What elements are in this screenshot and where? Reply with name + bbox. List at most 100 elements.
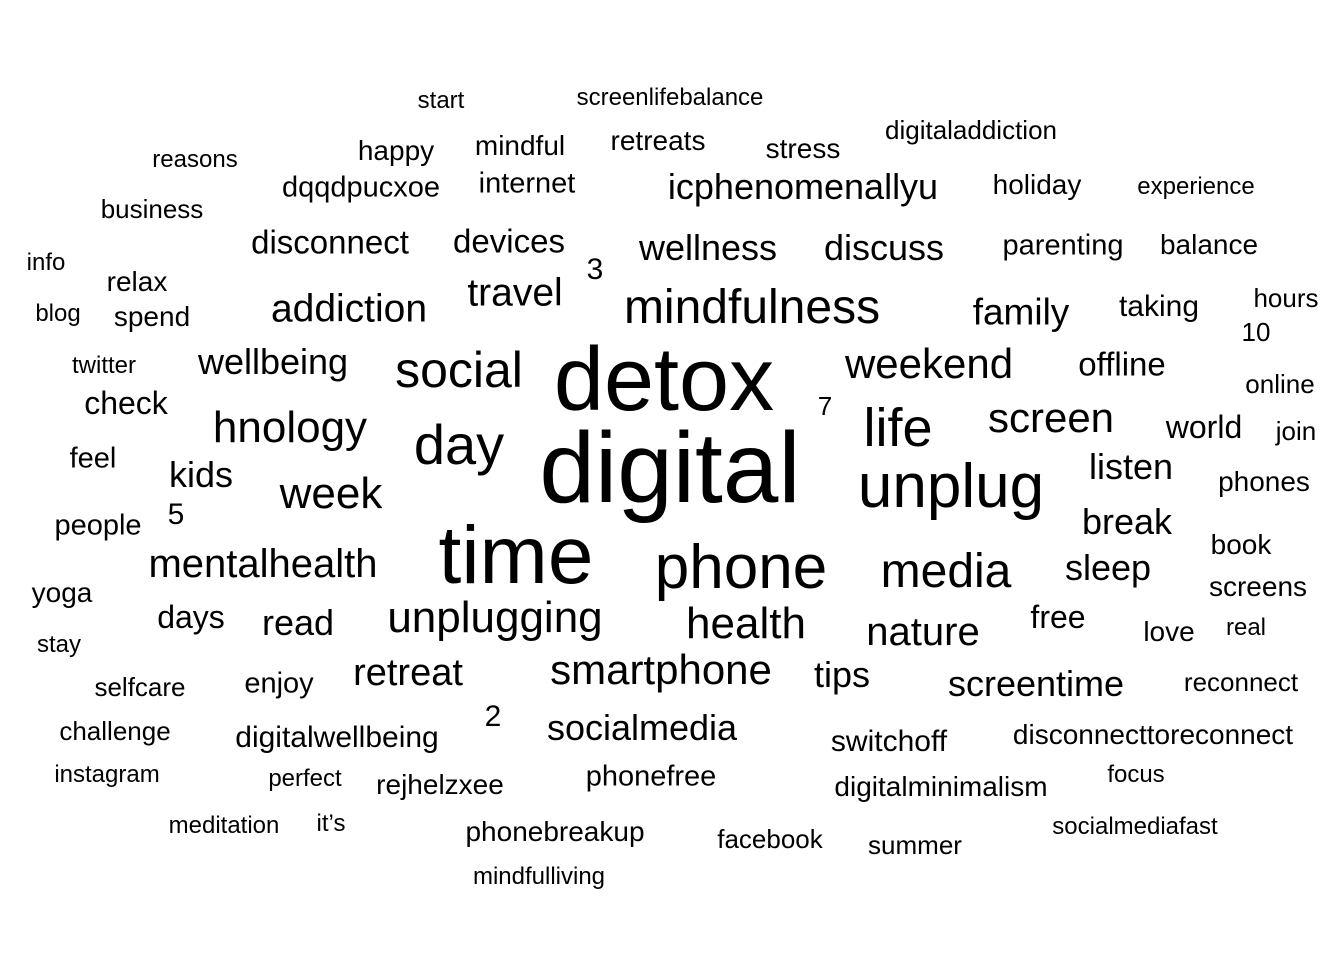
cloud-word: free xyxy=(1030,599,1086,635)
cloud-word: break xyxy=(1081,501,1173,542)
cloud-word: check xyxy=(84,385,168,421)
cloud-word: media xyxy=(880,545,1012,598)
cloud-word: screenlifebalance xyxy=(576,84,764,111)
cloud-word: read xyxy=(261,602,335,643)
cloud-word: disconnect xyxy=(251,223,409,261)
cloud-word: devices xyxy=(453,222,565,260)
cloud-word: meditation xyxy=(168,812,280,839)
cloud-word: experience xyxy=(1137,173,1255,200)
cloud-word: listen xyxy=(1088,446,1174,487)
cloud-word: disconnecttoreconnect xyxy=(1012,719,1294,750)
cloud-word: unplugging xyxy=(387,593,603,642)
cloud-word: days xyxy=(157,599,225,635)
cloud-word: weekend xyxy=(844,340,1014,387)
cloud-word: stress xyxy=(765,133,841,164)
cloud-word: unplug xyxy=(857,452,1045,521)
cloud-word: dqqdpucxoe xyxy=(281,171,441,204)
cloud-word: addiction xyxy=(270,287,428,331)
cloud-word: 7 xyxy=(817,391,833,421)
cloud-word: screens xyxy=(1208,571,1308,602)
cloud-word: holiday xyxy=(992,169,1082,200)
cloud-word: focus xyxy=(1107,761,1165,788)
cloud-word: it’s xyxy=(316,810,346,837)
cloud-word: 10 xyxy=(1241,317,1271,347)
cloud-word: stay xyxy=(36,631,82,658)
cloud-word: hours xyxy=(1253,283,1319,313)
cloud-word: tips xyxy=(813,654,871,695)
cloud-word: reconnect xyxy=(1183,667,1299,697)
cloud-word: day xyxy=(413,413,505,476)
cloud-word: discuss xyxy=(823,227,945,268)
cloud-word: retreat xyxy=(353,652,463,694)
cloud-word: social xyxy=(395,342,523,398)
cloud-word: world xyxy=(1165,409,1243,445)
cloud-word: hnology xyxy=(212,403,368,452)
cloud-word: sleep xyxy=(1064,547,1152,588)
cloud-word: online xyxy=(1245,369,1315,399)
cloud-word: facebook xyxy=(717,824,823,854)
cloud-word: internet xyxy=(478,167,576,200)
cloud-word: balance xyxy=(1159,229,1259,260)
cloud-word: challenge xyxy=(59,716,171,746)
cloud-word: mindfulliving xyxy=(472,863,606,890)
cloud-word: time xyxy=(438,510,594,601)
cloud-word: 3 xyxy=(586,253,604,286)
cloud-word: travel xyxy=(467,271,563,315)
cloud-word: join xyxy=(1275,416,1317,446)
cloud-word: love xyxy=(1143,616,1195,647)
cloud-word: yoga xyxy=(31,577,93,608)
cloud-word: digitaladdiction xyxy=(884,115,1058,145)
cloud-word: real xyxy=(1225,614,1267,641)
cloud-word: spend xyxy=(113,301,191,332)
cloud-word: instagram xyxy=(54,761,160,788)
cloud-word: phones xyxy=(1218,466,1310,497)
cloud-word: screentime xyxy=(947,663,1125,704)
cloud-word: 5 xyxy=(167,498,185,531)
cloud-word: taking xyxy=(1118,290,1200,323)
cloud-word: wellbeing xyxy=(197,341,349,382)
cloud-word: business xyxy=(100,194,204,224)
cloud-word: icphenomenallyu xyxy=(667,166,939,207)
cloud-word: enjoy xyxy=(244,667,314,700)
cloud-word: people xyxy=(54,509,142,542)
cloud-word: twitter xyxy=(71,352,137,379)
cloud-word: blog xyxy=(35,300,81,327)
cloud-word: happy xyxy=(357,135,435,166)
cloud-word: switchoff xyxy=(830,725,948,758)
cloud-word: offline xyxy=(1078,345,1166,383)
cloud-word: smartphone xyxy=(550,646,772,693)
cloud-word: selfcare xyxy=(94,672,186,702)
cloud-word: nature xyxy=(866,610,980,654)
cloud-word: screen xyxy=(987,394,1115,441)
cloud-word: relax xyxy=(106,266,168,297)
cloud-word: phone xyxy=(654,533,828,602)
cloud-word: socialmedia xyxy=(546,707,738,748)
cloud-word: digital xyxy=(539,412,801,524)
cloud-word: week xyxy=(279,469,383,518)
cloud-word: mentalhealth xyxy=(148,542,378,586)
cloud-word: detox xyxy=(553,330,775,430)
cloud-word: retreats xyxy=(610,125,706,156)
cloud-word: 2 xyxy=(484,700,502,733)
cloud-word: socialmediafast xyxy=(1052,813,1218,840)
cloud-word: digitalminimalism xyxy=(834,771,1048,802)
cloud-word: digitalwellbeing xyxy=(235,721,439,754)
cloud-word: phonebreakup xyxy=(465,816,645,847)
cloud-word: rejhelzxee xyxy=(376,769,504,800)
cloud-word: life xyxy=(863,398,933,458)
cloud-word: start xyxy=(417,87,465,114)
cloud-word: feel xyxy=(69,442,117,475)
cloud-word: summer xyxy=(868,830,962,860)
cloud-word: info xyxy=(26,249,66,276)
cloud-word: book xyxy=(1210,529,1272,560)
cloud-word: mindful xyxy=(474,130,566,161)
cloud-word: perfect xyxy=(268,765,342,792)
cloud-word: phonefree xyxy=(585,760,717,793)
cloud-word: mindfulness xyxy=(623,281,881,334)
cloud-word: wellness xyxy=(638,227,778,268)
cloud-word: kids xyxy=(168,454,234,495)
cloud-word: health xyxy=(686,599,806,648)
cloud-word: parenting xyxy=(1002,229,1124,262)
cloud-word: reasons xyxy=(152,146,238,173)
